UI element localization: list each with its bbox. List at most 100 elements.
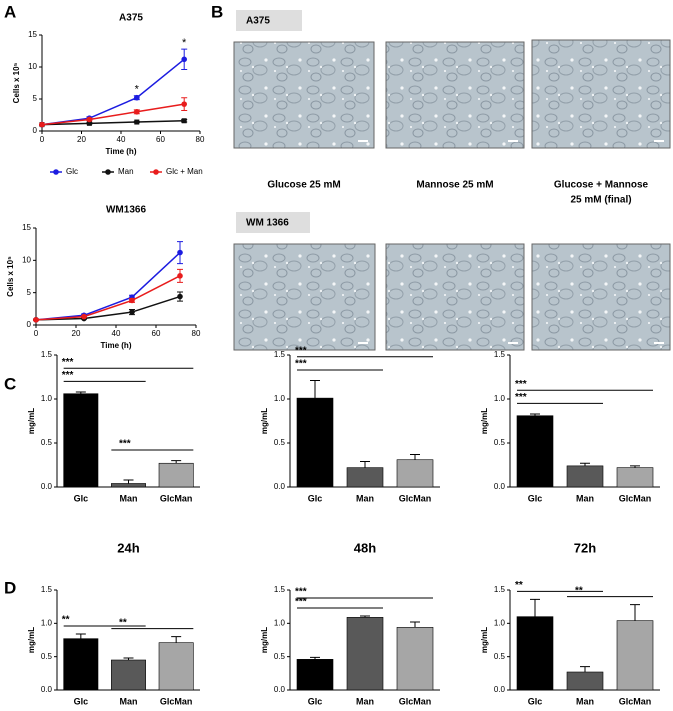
y-tick-label: 10	[28, 62, 37, 71]
legend-marker	[105, 169, 111, 175]
cell-line-label: WM 1366	[246, 218, 289, 229]
legend-label: Glc	[66, 167, 78, 176]
point	[177, 293, 183, 300]
bar	[63, 638, 99, 691]
significance-label: ***	[295, 345, 307, 356]
y-tick-label: 5	[33, 94, 38, 103]
y-tick-label: 0.5	[274, 438, 286, 447]
series-line	[41, 120, 185, 126]
y-tick-label: 0.0	[274, 685, 286, 694]
micrograph	[385, 41, 525, 149]
error-bar	[171, 636, 182, 643]
x-tick-label: 40	[117, 135, 126, 144]
chart: 0 5 10 15 Cells x 10⁵ A375 0 20 40 60 80 Time (h) * *…	[12, 13, 205, 176]
chart-title: 72h	[574, 540, 596, 555]
x-tick-label: Man	[356, 696, 374, 706]
y-tick-label: 0.5	[41, 652, 53, 661]
condition-label: Glucose + Mannose	[554, 180, 649, 191]
error-bar	[530, 598, 540, 617]
y-tick-label: 0.0	[41, 685, 53, 694]
point	[129, 309, 135, 315]
panel-letters: A B C D	[4, 2, 223, 597]
x-tick-label: 20	[72, 329, 81, 338]
x-tick-label: GlcMan	[160, 696, 193, 706]
bar	[396, 459, 434, 488]
x-tick-label: 20	[77, 135, 86, 144]
bar	[616, 620, 654, 691]
y-tick-label: 1.0	[494, 394, 506, 403]
y-axis-label: mg/mL	[27, 627, 36, 653]
error-bar	[310, 656, 320, 660]
significance-label: ***	[295, 597, 307, 608]
significance-label: **	[62, 615, 70, 626]
error-bar	[75, 633, 86, 639]
panel-letter: C	[4, 374, 16, 393]
y-tick-label: 15	[22, 223, 31, 232]
significance-label: ***	[295, 587, 307, 598]
y-tick-label: 15	[28, 30, 37, 39]
legend-marker	[53, 169, 59, 175]
y-tick-label: 0.5	[494, 438, 506, 447]
x-tick-label: 40	[112, 329, 121, 338]
x-tick-label: 0	[34, 329, 39, 338]
label-box	[236, 212, 310, 233]
bar	[111, 659, 146, 691]
legend-label: Glc + Man	[166, 167, 203, 176]
error-bar	[530, 413, 540, 416]
label-box	[236, 10, 302, 31]
bar	[158, 642, 194, 691]
bar	[158, 462, 194, 488]
chart-title: A375	[119, 13, 143, 24]
error-bar	[410, 621, 420, 628]
micrograph	[385, 243, 525, 351]
chart-title: 48h	[354, 540, 376, 555]
series-line	[35, 295, 181, 321]
significance-label: ***	[295, 359, 307, 370]
bar	[111, 483, 146, 488]
y-axis-label: Cells x 10⁵	[12, 62, 21, 103]
y-axis-label: mg/mL	[480, 408, 489, 434]
bar	[516, 415, 554, 488]
bar	[346, 467, 384, 488]
y-tick-label: 0.5	[274, 652, 286, 661]
point	[81, 313, 87, 320]
error-bar	[360, 460, 370, 468]
bar	[296, 397, 334, 488]
y-tick-label: 1.0	[494, 618, 506, 627]
y-tick-label: 1.0	[41, 394, 53, 403]
micrograph	[233, 41, 375, 149]
condition-label: Glucose 25 mM	[267, 180, 340, 191]
y-tick-label: 0.5	[494, 652, 506, 661]
point	[177, 249, 183, 256]
y-tick-label: 0.0	[494, 685, 506, 694]
point	[181, 118, 187, 124]
error-bar	[410, 453, 420, 460]
chart-title: 24h	[117, 540, 139, 555]
chart: 0 5 10 15 Cells x 10⁵ WM1366 0 20 40 60 80 Time (h)	[6, 205, 201, 350]
x-tick-label: Man	[576, 493, 594, 503]
x-axis-label: Time (h)	[106, 147, 137, 156]
error-bar	[310, 380, 320, 399]
micrograph	[531, 243, 671, 351]
chart-title: WM1366	[106, 205, 146, 216]
x-tick-label: GlcMan	[399, 493, 432, 503]
error-bar	[630, 465, 640, 468]
panel-letter: A	[4, 2, 16, 21]
x-tick-label: GlcMan	[399, 696, 432, 706]
y-tick-label: 5	[27, 288, 32, 297]
error-bar	[171, 460, 182, 464]
x-tick-label: Glc	[308, 696, 323, 706]
bar	[346, 617, 384, 691]
point	[181, 101, 187, 107]
error-bar	[580, 462, 590, 466]
point	[33, 317, 39, 323]
x-tick-label: 0	[40, 135, 45, 144]
y-tick-label: 1.5	[274, 350, 286, 359]
x-tick-label: Glc	[74, 493, 89, 503]
y-tick-label: 1.5	[494, 585, 506, 594]
